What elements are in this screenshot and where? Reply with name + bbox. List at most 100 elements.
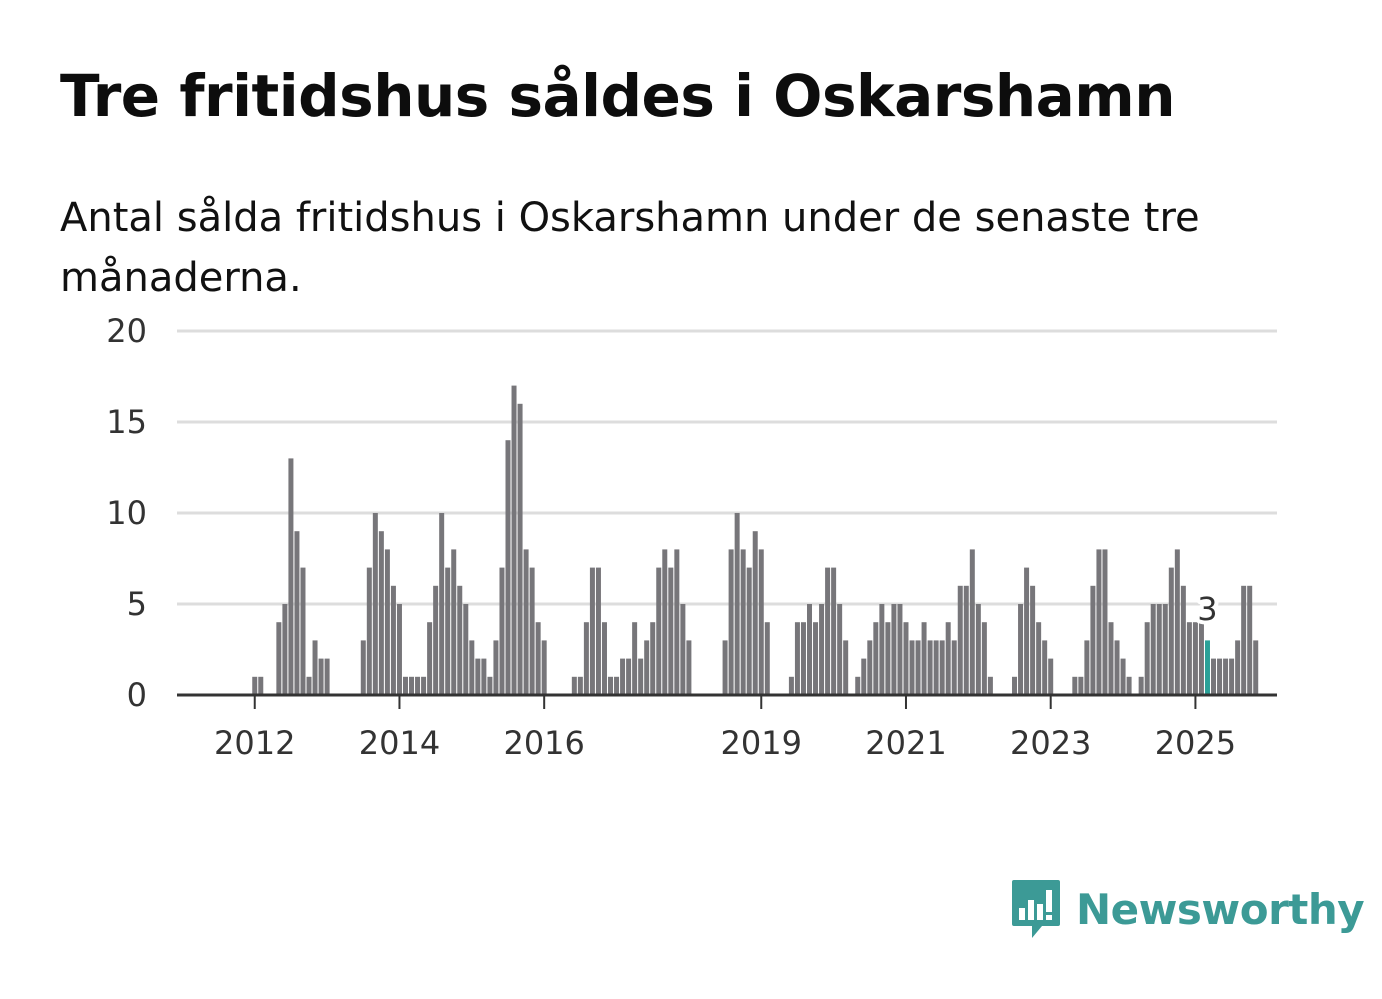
bar <box>1024 567 1030 695</box>
bar <box>1180 585 1186 695</box>
bar <box>728 549 734 695</box>
bar <box>366 567 372 695</box>
bar <box>595 567 601 695</box>
bar <box>1217 658 1223 695</box>
bar <box>258 676 264 695</box>
bar <box>608 676 614 695</box>
bar <box>1090 585 1096 695</box>
bar <box>957 585 963 695</box>
bar <box>1120 658 1126 695</box>
bar <box>879 604 885 695</box>
bar <box>1247 585 1253 695</box>
bar <box>915 640 921 695</box>
x-tick-label: 2016 <box>503 724 584 762</box>
bar <box>722 640 728 695</box>
bar <box>1198 622 1204 695</box>
bar <box>650 622 656 695</box>
bar <box>300 567 306 695</box>
bar <box>885 622 891 695</box>
bar <box>402 676 408 695</box>
chart-subtitle: Antal sålda fritidshus i Oskarshamn unde… <box>60 195 1200 301</box>
bar <box>324 658 330 695</box>
y-tick-label: 10 <box>106 494 147 532</box>
bar <box>1108 622 1114 695</box>
bar <box>855 676 861 695</box>
bar <box>372 513 378 695</box>
bar <box>752 531 758 695</box>
bar <box>933 640 939 695</box>
bar <box>1042 640 1048 695</box>
bar <box>921 622 927 695</box>
bar <box>451 549 457 695</box>
bar <box>1012 676 1018 695</box>
bar <box>276 622 282 695</box>
bar <box>1156 604 1162 695</box>
x-tick-label: 2021 <box>865 724 946 762</box>
bar <box>1235 640 1241 695</box>
bar <box>1253 640 1259 695</box>
bar <box>475 658 481 695</box>
newsworthy-logo-icon <box>1012 880 1060 938</box>
bar <box>668 567 674 695</box>
bar <box>1030 585 1036 695</box>
bar <box>463 604 469 695</box>
bar <box>288 458 294 695</box>
bar <box>1114 640 1120 695</box>
bar <box>469 640 475 695</box>
bar <box>843 640 849 695</box>
bar <box>318 658 324 695</box>
bar <box>764 622 770 695</box>
x-tick-label: 2012 <box>214 724 295 762</box>
y-tick-label: 0 <box>127 676 147 714</box>
bar <box>601 622 607 695</box>
bar <box>1162 604 1168 695</box>
bar <box>583 622 589 695</box>
bar <box>1241 585 1247 695</box>
bar <box>433 585 439 695</box>
bar <box>963 585 969 695</box>
chart-title: Tre fritidshus såldes i Oskarshamn <box>60 62 1176 130</box>
bar <box>1211 658 1217 695</box>
bar <box>390 585 396 695</box>
bar <box>1048 658 1054 695</box>
bar <box>499 567 505 695</box>
bar <box>632 622 638 695</box>
bar <box>1078 676 1084 695</box>
bar <box>571 676 577 695</box>
x-tick-label: 2019 <box>721 724 802 762</box>
bar <box>680 604 686 695</box>
bar <box>891 604 897 695</box>
bar <box>487 676 493 695</box>
bar <box>740 549 746 695</box>
annotations: 3 <box>1193 586 1221 632</box>
bar <box>981 622 987 695</box>
bar <box>1096 549 1102 695</box>
bar <box>505 440 511 695</box>
bar <box>415 676 421 695</box>
axes: 0 5 10 15 20 2012 2014 2016 2019 2021 2023 2025 <box>106 312 1277 762</box>
bar <box>1144 622 1150 695</box>
bar <box>493 640 499 695</box>
bar <box>614 676 620 695</box>
bar <box>945 622 951 695</box>
bar <box>626 658 632 695</box>
bar <box>939 640 945 695</box>
value-annotation: 3 <box>1197 590 1217 628</box>
bar <box>1186 622 1192 695</box>
x-tick-label: 2014 <box>359 724 440 762</box>
bar <box>1126 676 1132 695</box>
bar <box>360 640 366 695</box>
y-tick-label: 5 <box>127 585 147 623</box>
bar <box>1150 604 1156 695</box>
bar <box>1072 676 1078 695</box>
bar <box>909 640 915 695</box>
newsworthy-logo: Newsworthy <box>1010 878 1365 940</box>
bar <box>1229 658 1235 695</box>
brand-name: Newsworthy <box>1076 884 1365 934</box>
bar <box>867 640 873 695</box>
bar <box>831 567 837 695</box>
bar <box>517 403 523 695</box>
x-tick-label: 2023 <box>1010 724 1091 762</box>
bar <box>873 622 879 695</box>
bar <box>529 567 535 695</box>
